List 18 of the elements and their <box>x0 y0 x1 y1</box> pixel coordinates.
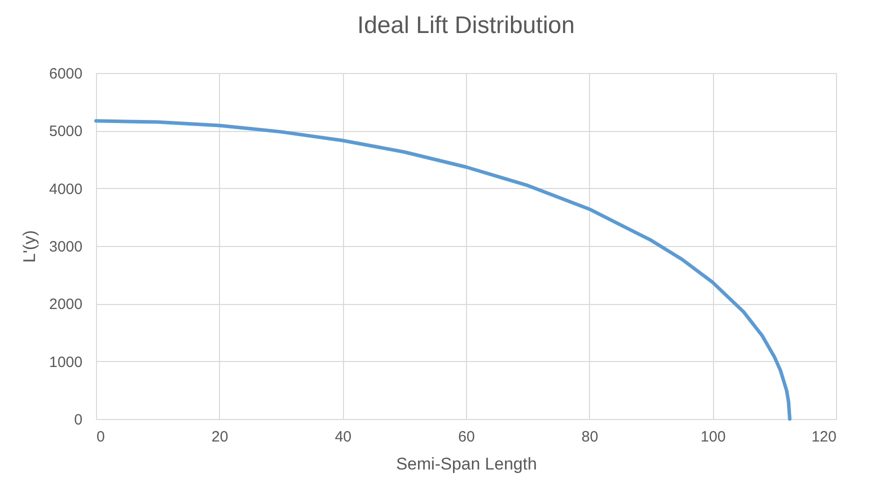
x-tick-label: 80 <box>581 428 598 446</box>
x-tick-label: 120 <box>811 428 836 446</box>
x-axis-title: Semi-Span Length <box>396 454 537 474</box>
y-tick-label: 5000 <box>49 123 82 140</box>
x-tick-label: 60 <box>458 428 475 446</box>
y-tick-label: 3000 <box>49 238 82 256</box>
y-tick-label: 1000 <box>49 354 82 371</box>
y-axis-title: L'(y) <box>20 230 40 263</box>
chart-title: Ideal Lift Distribution <box>357 12 575 39</box>
x-tick-label: 0 <box>96 428 105 446</box>
y-tick-label: 2000 <box>49 296 82 314</box>
x-tick-label: 20 <box>211 428 228 446</box>
y-tick-label: 6000 <box>49 66 82 82</box>
y-tick-label: 4000 <box>49 180 82 198</box>
line-series <box>94 119 792 421</box>
x-tick-label: 40 <box>334 428 352 446</box>
x-tick-label: 100 <box>700 428 726 446</box>
y-tick-label: 0 <box>74 412 82 428</box>
